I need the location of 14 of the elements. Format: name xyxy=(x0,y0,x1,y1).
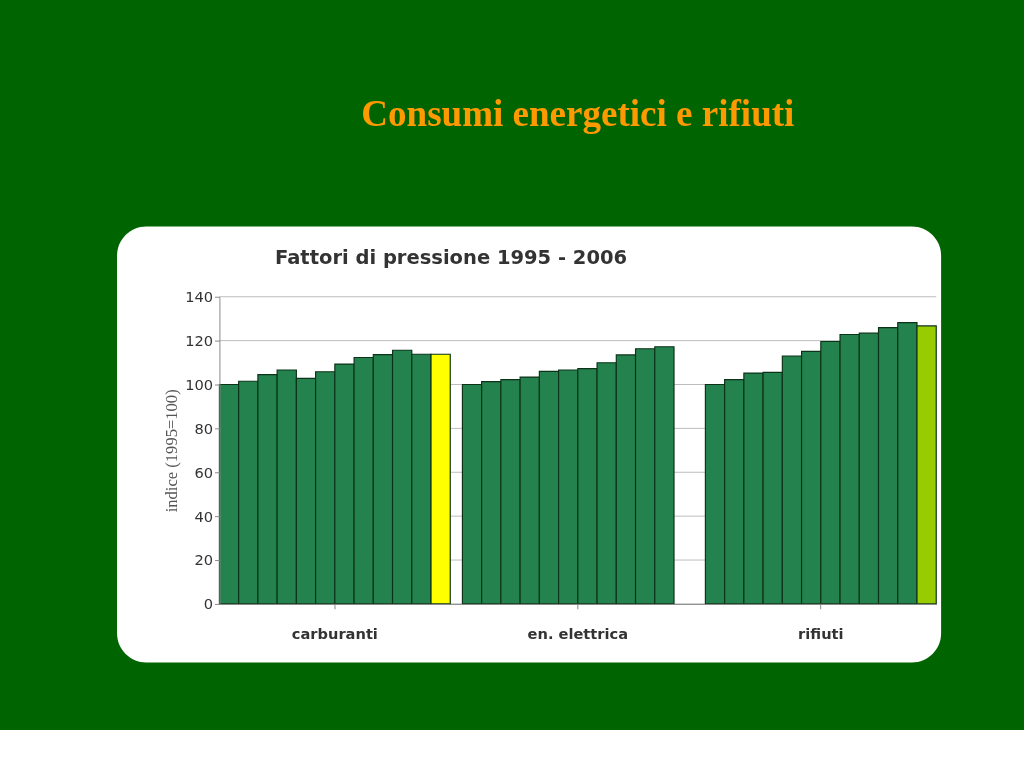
y-tick-label: 40 xyxy=(194,507,214,525)
y-tick-label: 100 xyxy=(185,375,214,393)
y-tick-label: 60 xyxy=(194,463,214,481)
y-tick-label: 140 xyxy=(185,288,214,306)
y-tick-label: 20 xyxy=(194,551,214,569)
y-tick-label: 80 xyxy=(194,419,214,437)
x-tick-label: rifiuti xyxy=(798,624,844,642)
chart-subtitle: Fattori di pressione 1995 - 2006 xyxy=(274,245,628,269)
x-tick-label: carburanti xyxy=(291,624,378,642)
y-axis-title: indice (1995=100) xyxy=(162,389,182,513)
chart-title: Consumi energetici e rifiuti xyxy=(361,93,795,135)
y-tick-label: 120 xyxy=(185,331,214,349)
x-tick-label: en. elettrica xyxy=(527,624,629,642)
y-tick-label: 0 xyxy=(203,595,214,613)
